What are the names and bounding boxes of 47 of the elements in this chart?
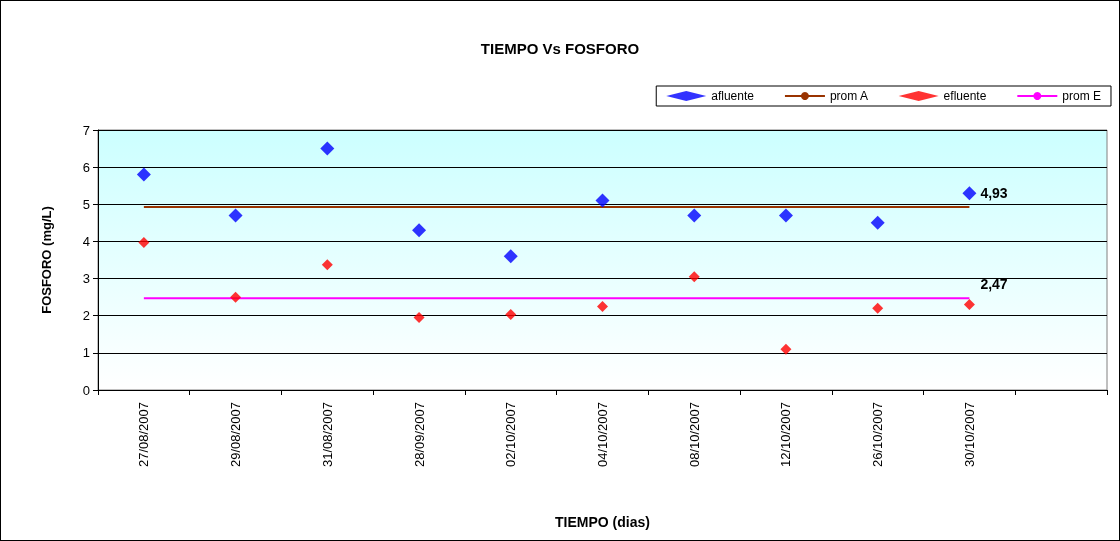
legend-label: prom A (829, 89, 868, 103)
point (687, 208, 702, 223)
x-tick-label: 02/10/2007 (503, 402, 519, 468)
x-tick-label: 04/10/2007 (595, 402, 610, 468)
point (778, 208, 793, 223)
point (963, 299, 975, 311)
point (505, 309, 517, 321)
y-tick-label: 5 (82, 196, 90, 212)
y-tick-label: 6 (82, 159, 90, 175)
y-tick-label: 3 (82, 271, 90, 287)
point (136, 167, 151, 182)
data-label: 2,47 (980, 276, 1008, 293)
data-label: 4,93 (980, 184, 1008, 201)
point (962, 186, 977, 201)
x-tick-label: 27/08/2007 (136, 402, 152, 468)
point (138, 237, 150, 249)
point (412, 223, 427, 238)
point (780, 343, 792, 355)
point (228, 208, 243, 223)
x-tick-label: 08/10/2007 (686, 402, 702, 468)
x-tick-label: 28/09/2007 (411, 402, 427, 468)
x-tick-label: 12/10/2007 (778, 402, 794, 468)
point (870, 215, 885, 230)
y-tick-label: 1 (82, 345, 90, 361)
legend-label: afluente (711, 89, 755, 103)
x-tick-label: 31/08/2007 (319, 402, 335, 468)
point (503, 249, 518, 264)
y-tick-label: 4 (82, 233, 90, 249)
y-tick-label: 0 (82, 382, 90, 398)
point (595, 193, 610, 208)
x-tick-label: 26/10/2007 (870, 402, 886, 468)
x-axis-title: TIEMPO (dias) (555, 514, 650, 530)
point (597, 300, 608, 312)
point (872, 302, 884, 314)
y-tick-label: 7 (82, 122, 90, 138)
chart-title: TIEMPO Vs FOSFORO (480, 40, 640, 57)
point (413, 312, 425, 324)
point (321, 259, 333, 271)
y-tick-label: 2 (82, 308, 90, 324)
x-tick-label: 29/08/2007 (228, 402, 244, 468)
legend-label: prom E (1062, 89, 1102, 103)
point (230, 291, 242, 303)
point (320, 141, 335, 156)
legend-label: efluente (943, 89, 987, 103)
x-tick-label: 30/10/2007 (961, 402, 977, 468)
point (688, 271, 700, 283)
y-axis-title: FOSFORO (mg/L) (39, 206, 54, 314)
